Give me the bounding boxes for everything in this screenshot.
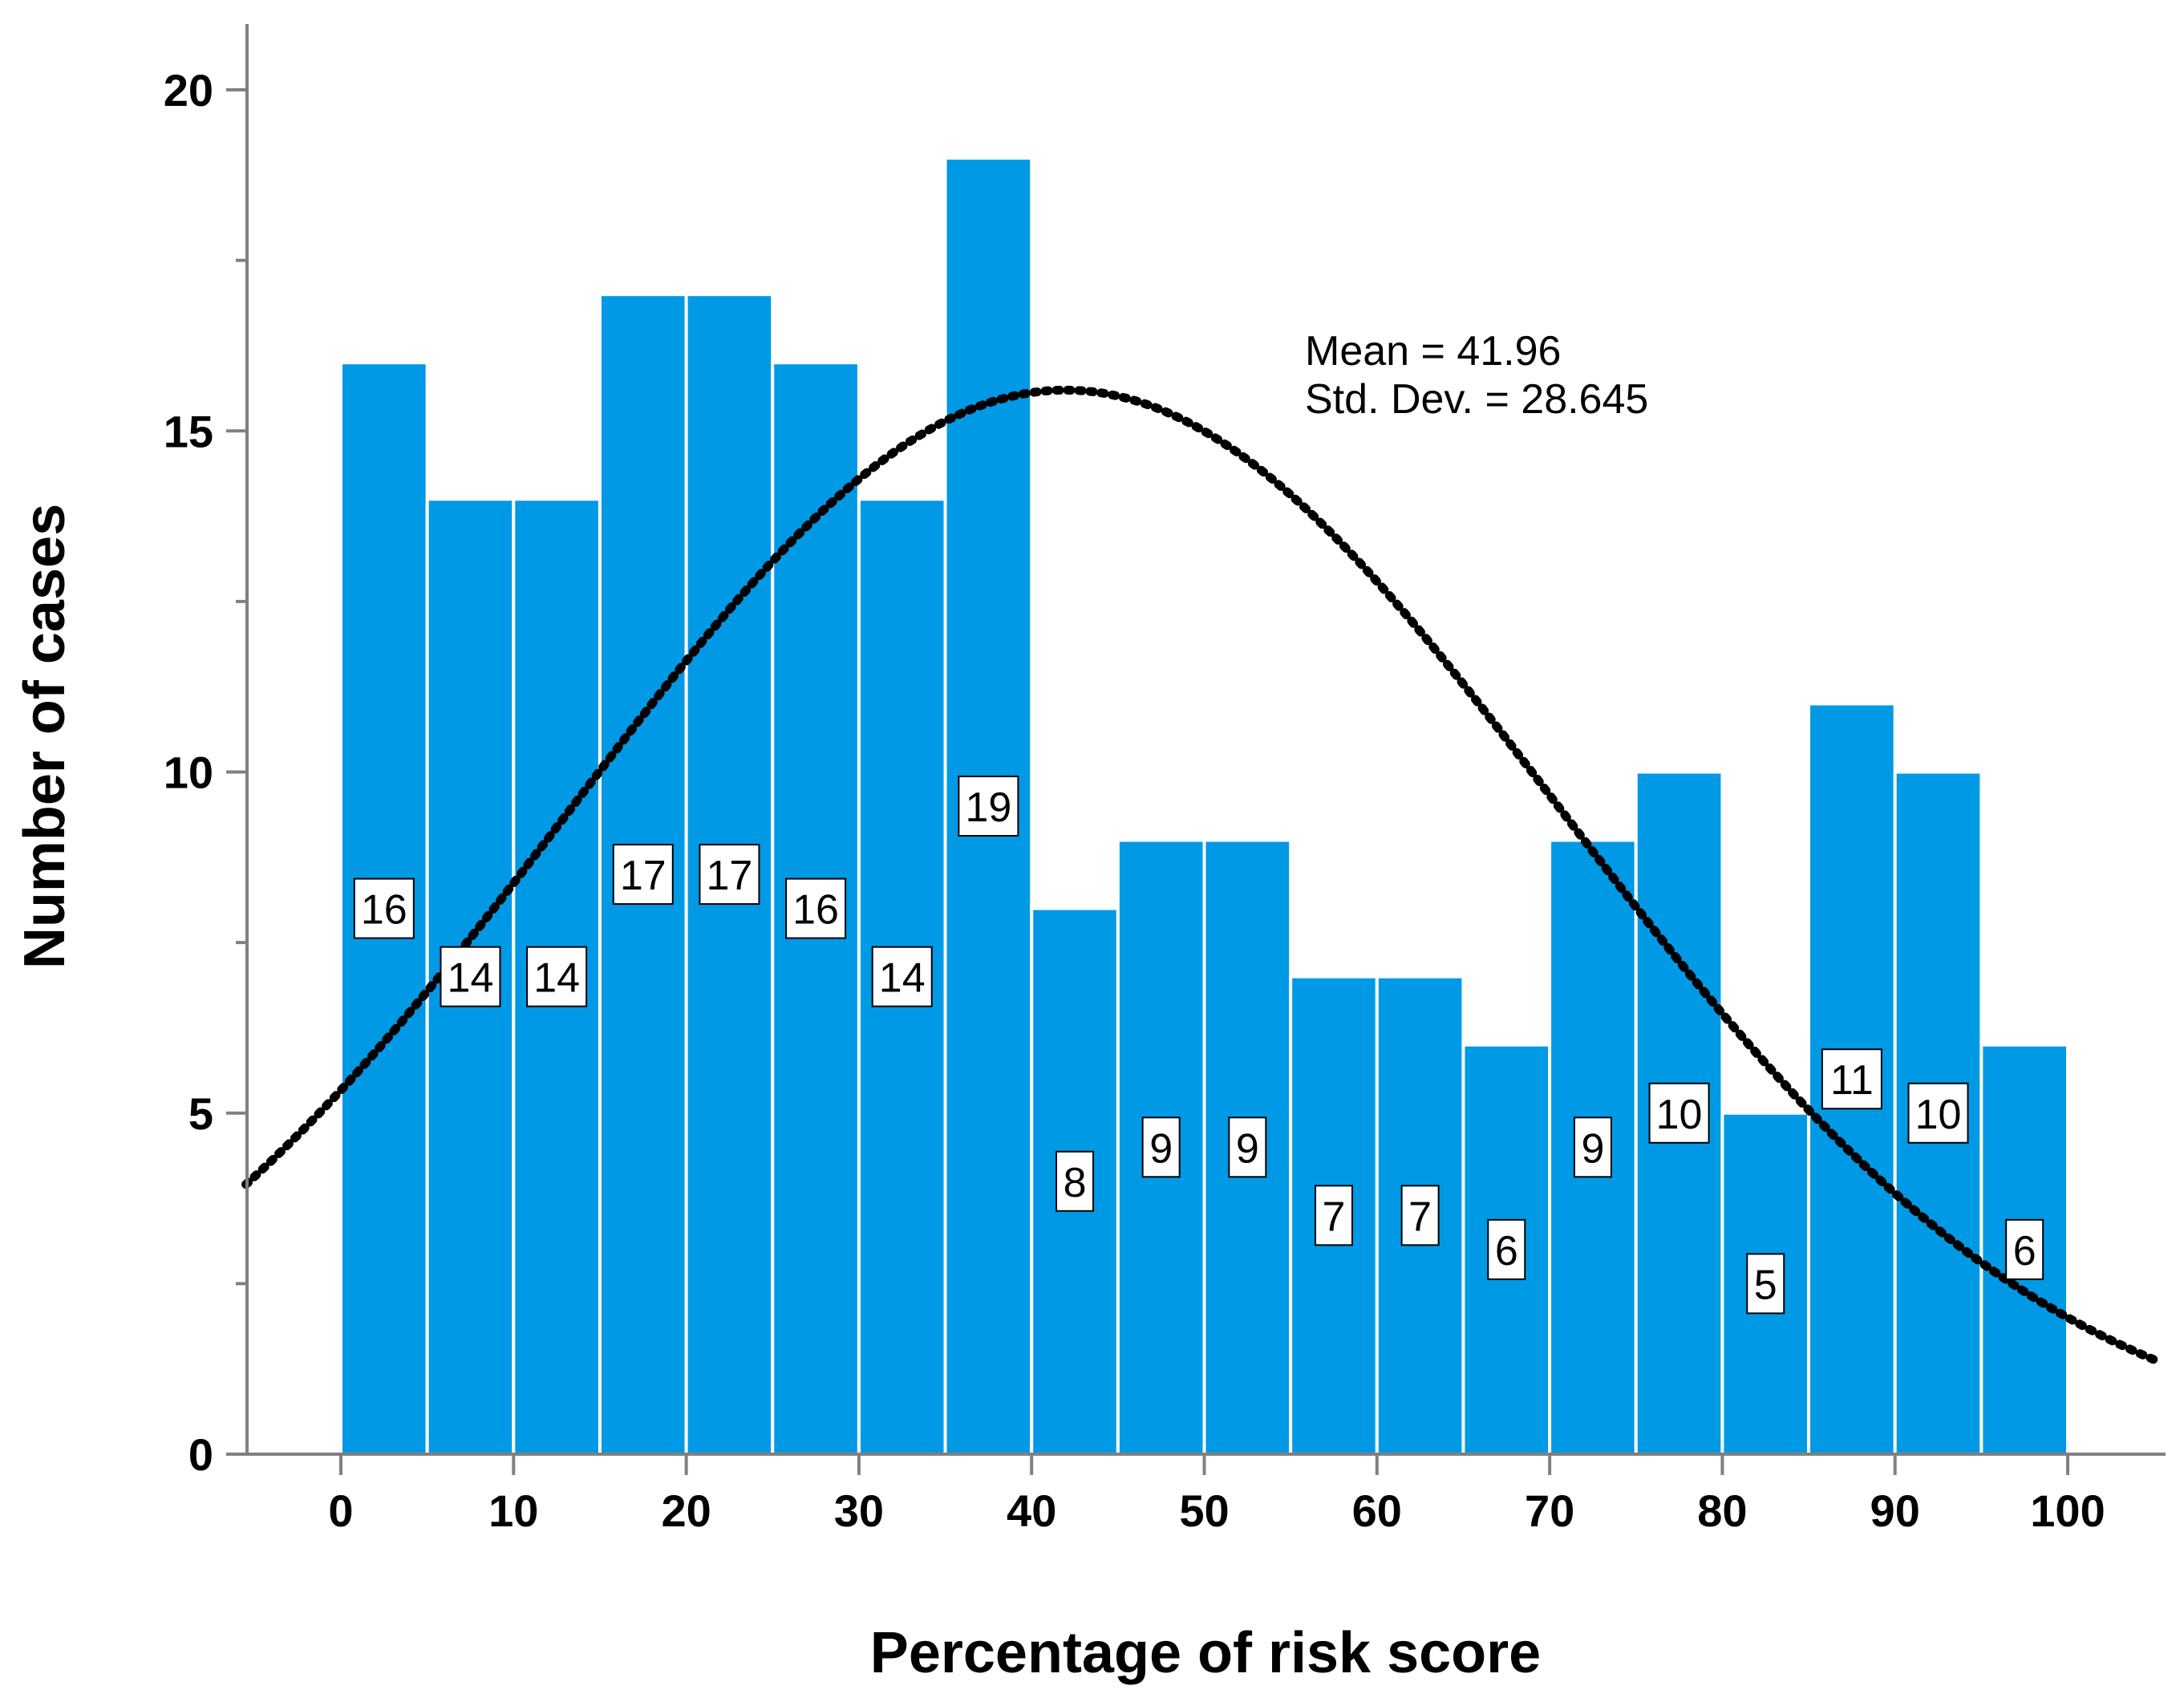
data-label-text: 7 (1408, 1193, 1432, 1240)
x-tick-label: 30 (834, 1485, 884, 1536)
data-label: 10 (1648, 1082, 1710, 1144)
data-label-text: 10 (1656, 1092, 1703, 1138)
x-tick-label: 90 (1870, 1485, 1920, 1536)
data-label: 6 (2005, 1218, 2044, 1280)
data-label-box (1746, 1253, 1785, 1315)
data-label-box (871, 946, 933, 1007)
data-label: 14 (871, 946, 933, 1007)
data-label: 17 (612, 844, 674, 906)
data-label-box (785, 877, 847, 939)
data-label-box (1141, 1116, 1181, 1178)
data-label-text: 16 (361, 887, 407, 934)
data-label: 19 (958, 776, 1019, 837)
x-axis-ticks: 0 10 20 30 40 50 60 70 80 90 100 (328, 1454, 2105, 1536)
x-tick-label: 80 (1697, 1485, 1747, 1536)
data-label-box (1228, 1116, 1267, 1178)
x-axis-title: Percentage of risk score (870, 1621, 1541, 1685)
data-label-text: 8 (1064, 1160, 1087, 1206)
y-axis-title: Number of cases (13, 504, 77, 969)
x-tick-label: 20 (661, 1485, 711, 1536)
x-tick-label: 10 (488, 1485, 538, 1536)
data-label-text: 14 (448, 955, 494, 1002)
histogram-bar (1461, 1043, 1552, 1456)
data-label-text: 14 (879, 955, 926, 1002)
data-label: 17 (699, 844, 760, 906)
data-label-box (1648, 1082, 1710, 1144)
data-label-box (958, 776, 1019, 837)
data-label: 7 (1400, 1185, 1440, 1246)
data-label-box (353, 877, 415, 939)
data-label: 16 (353, 877, 415, 939)
data-label: 9 (1573, 1116, 1612, 1178)
data-label-text: 7 (1323, 1193, 1346, 1240)
data-label-box (612, 844, 674, 906)
normal-curve-line (241, 385, 2159, 1364)
data-label-box (1314, 1185, 1353, 1246)
data-label-box (1487, 1218, 1526, 1280)
data-label: 9 (1228, 1116, 1267, 1178)
data-label-box (699, 844, 760, 906)
y-tick-label: 20 (164, 65, 213, 115)
stats-std-dev-label: Std. Dev. = 28.645 (1305, 376, 1648, 423)
y-tick-label: 15 (164, 406, 213, 456)
y-tick-label: 10 (164, 748, 213, 798)
data-label-box (1821, 1048, 1882, 1110)
data-label: 7 (1314, 1185, 1353, 1246)
stats-mean-label: Mean = 41.96 (1305, 328, 1561, 375)
x-tick-label: 40 (1007, 1485, 1056, 1536)
data-label-text: 5 (1754, 1262, 1777, 1308)
bars-group (339, 156, 2070, 1457)
data-label-text: 10 (1915, 1092, 1962, 1138)
data-label-text: 11 (1830, 1057, 1874, 1104)
data-label-box (440, 946, 501, 1007)
data-label-text: 17 (620, 853, 667, 899)
data-label: 14 (526, 946, 588, 1007)
normal-curve-group (241, 385, 2159, 1364)
data-label-box (526, 946, 588, 1007)
y-tick-label: 5 (188, 1088, 213, 1139)
y-axis-ticks: 0 5 10 15 20 (164, 65, 247, 1480)
data-label-box (1907, 1082, 1969, 1144)
data-label: 11 (1821, 1048, 1882, 1110)
x-tick-label: 50 (1179, 1485, 1229, 1536)
data-label-text: 9 (1581, 1125, 1604, 1172)
x-tick-label: 0 (328, 1485, 353, 1536)
data-label: 16 (785, 877, 847, 939)
x-tick-label: 100 (2030, 1485, 2105, 1536)
data-label-text: 6 (2013, 1228, 2036, 1275)
data-label: 14 (440, 946, 501, 1007)
data-label-box (1573, 1116, 1612, 1178)
data-labels-group: 16 14 14 17 17 16 14 19 8 9 9 7 7 6 9 10 5 11 10 6 (353, 776, 2044, 1315)
x-tick-label: 60 (1352, 1485, 1402, 1536)
data-label-box (2005, 1218, 2044, 1280)
data-label: 6 (1487, 1218, 1526, 1280)
data-label-text: 9 (1149, 1125, 1173, 1172)
y-tick-label: 0 (188, 1429, 213, 1480)
data-label-text: 17 (707, 853, 753, 899)
data-label: 5 (1746, 1253, 1785, 1315)
data-label: 8 (1056, 1150, 1095, 1212)
x-tick-label: 70 (1525, 1485, 1574, 1536)
data-label-box (1400, 1185, 1440, 1246)
data-label-text: 14 (533, 955, 580, 1002)
data-label-text: 16 (792, 887, 839, 934)
data-label-box (1056, 1150, 1095, 1212)
data-label: 9 (1141, 1116, 1181, 1178)
data-label-text: 9 (1236, 1125, 1259, 1172)
data-label: 10 (1907, 1082, 1969, 1144)
data-label-text: 19 (965, 784, 1011, 831)
data-label-text: 6 (1495, 1228, 1518, 1275)
